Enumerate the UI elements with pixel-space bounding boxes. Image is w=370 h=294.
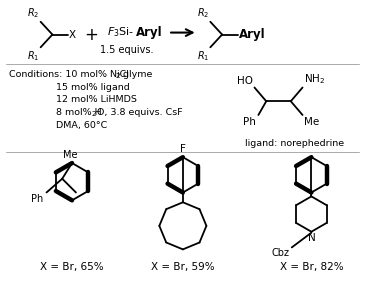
Text: HO: HO xyxy=(236,76,252,86)
Text: N: N xyxy=(307,233,315,243)
Text: Cbz: Cbz xyxy=(272,248,290,258)
Text: $R_1$: $R_1$ xyxy=(197,49,209,63)
Text: Me: Me xyxy=(303,117,319,127)
Text: Aryl: Aryl xyxy=(239,28,265,41)
Text: X = Br, 59%: X = Br, 59% xyxy=(151,262,215,272)
Text: X = Br, 65%: X = Br, 65% xyxy=(40,262,104,272)
Text: 2: 2 xyxy=(115,73,120,79)
Text: glyme: glyme xyxy=(120,70,152,79)
Text: Me: Me xyxy=(63,150,77,160)
Text: X = Br, 82%: X = Br, 82% xyxy=(280,262,343,272)
Text: Conditions: 10 mol% NiCl: Conditions: 10 mol% NiCl xyxy=(9,70,129,79)
Text: O, 3.8 equivs. CsF: O, 3.8 equivs. CsF xyxy=(97,108,182,117)
Text: 15 mol% ligand: 15 mol% ligand xyxy=(56,83,130,92)
Text: Aryl: Aryl xyxy=(136,26,162,39)
Text: $R_2$: $R_2$ xyxy=(197,6,209,20)
Text: $R_2$: $R_2$ xyxy=(27,6,40,20)
Text: F: F xyxy=(180,144,186,154)
Text: 12 mol% LiHMDS: 12 mol% LiHMDS xyxy=(56,95,137,104)
Text: 2: 2 xyxy=(92,111,96,117)
Text: DMA, 60°C: DMA, 60°C xyxy=(56,121,108,130)
Text: $F_3$Si-: $F_3$Si- xyxy=(107,26,135,39)
Text: NH$_2$: NH$_2$ xyxy=(303,72,324,86)
Text: X: X xyxy=(69,29,76,39)
Text: ligand: norephedrine: ligand: norephedrine xyxy=(245,138,344,148)
Text: $R_1$: $R_1$ xyxy=(27,49,40,63)
Text: 8 mol% H: 8 mol% H xyxy=(56,108,102,117)
Text: 1.5 equivs.: 1.5 equivs. xyxy=(100,45,154,55)
Text: Ph: Ph xyxy=(31,194,44,204)
Text: +: + xyxy=(85,26,98,44)
Text: Ph: Ph xyxy=(243,117,255,127)
